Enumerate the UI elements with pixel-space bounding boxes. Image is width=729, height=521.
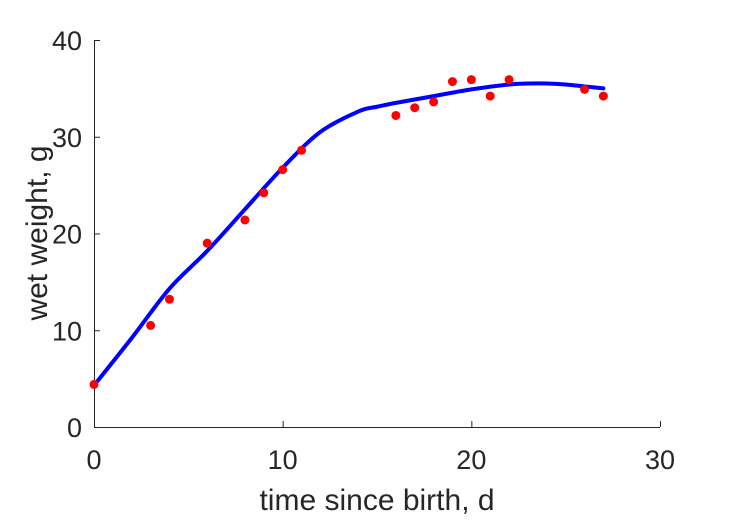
x-tick-label: 10 bbox=[268, 445, 298, 475]
y-tick-label: 10 bbox=[52, 316, 82, 346]
data-point bbox=[240, 215, 250, 225]
y-ticks: 0 10 20 30 40 bbox=[52, 26, 100, 443]
series-layer bbox=[89, 75, 608, 389]
data-point bbox=[598, 91, 608, 101]
plot-area bbox=[94, 40, 660, 428]
data-point bbox=[447, 77, 457, 87]
x-axis-title: time since birth, d bbox=[259, 484, 494, 517]
y-tick-label: 40 bbox=[52, 26, 82, 56]
data-point bbox=[429, 97, 439, 107]
x-tick-label: 20 bbox=[456, 445, 486, 475]
y-tick-label: 0 bbox=[67, 413, 82, 443]
y-axis-title: wet weight, g bbox=[21, 145, 54, 321]
fit-curve-line bbox=[92, 81, 606, 388]
x-tick-label: 0 bbox=[86, 445, 101, 475]
y-tick-label: 20 bbox=[52, 220, 82, 250]
data-point bbox=[410, 103, 420, 113]
data-point bbox=[278, 165, 288, 175]
data-point bbox=[259, 188, 269, 198]
data-point bbox=[89, 379, 99, 389]
data-point bbox=[297, 145, 307, 155]
data-point bbox=[202, 238, 212, 248]
x-ticks: 0 10 20 30 bbox=[86, 421, 675, 475]
data-point bbox=[466, 75, 476, 85]
x-tick-label: 30 bbox=[645, 445, 675, 475]
data-point bbox=[164, 294, 174, 304]
data-point bbox=[391, 110, 401, 120]
data-point bbox=[485, 91, 495, 101]
data-point bbox=[580, 84, 590, 94]
y-tick-label: 30 bbox=[52, 123, 82, 153]
data-point bbox=[146, 320, 156, 330]
data-point bbox=[504, 75, 514, 85]
